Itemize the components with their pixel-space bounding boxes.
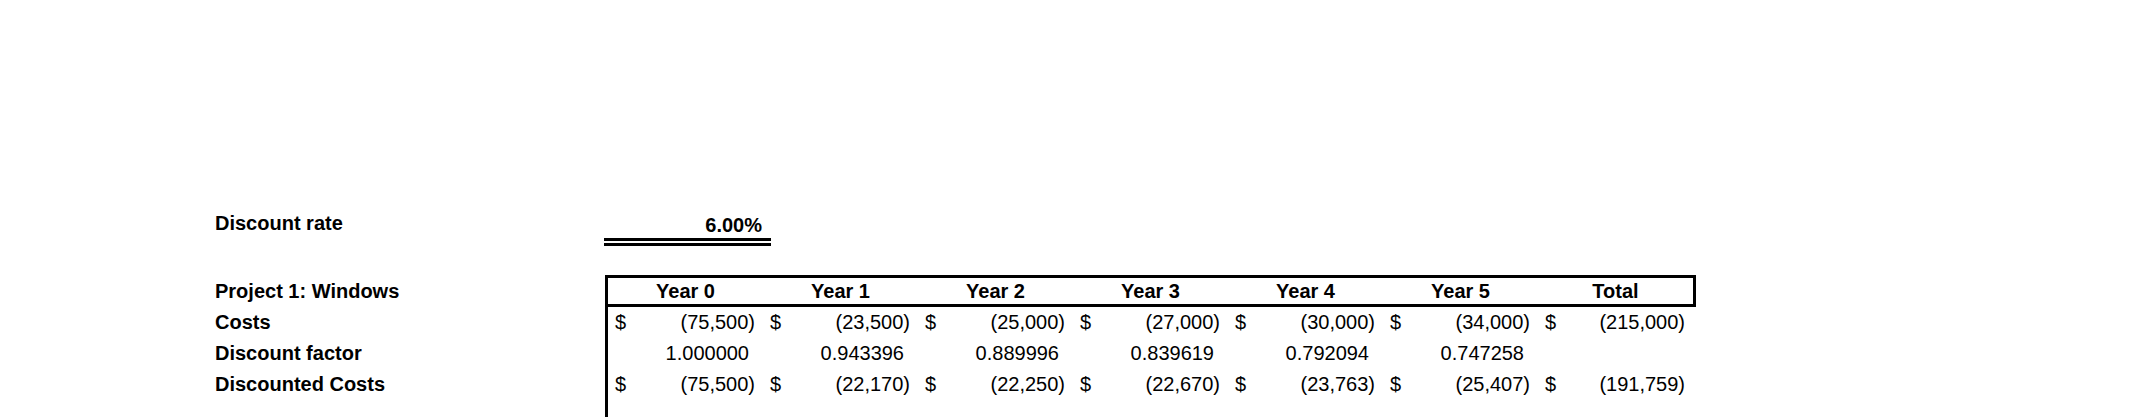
column-header-year4: Year 4 [1228,278,1383,304]
cell-costs-year5: $ (34,000) [1383,307,1538,338]
currency-symbol: $ [615,311,626,334]
cell-costs-total: $ (215,000) [1538,307,1693,338]
cell-value: 0.839619 [1131,342,1214,365]
cell-discounted-year5: $ (25,407) [1383,369,1538,400]
cell-factor-year0: 1.000000 [608,338,763,369]
column-header-year2: Year 2 [918,278,1073,304]
cell-costs-year4: $ (30,000) [1228,307,1383,338]
currency-symbol: $ [615,373,626,396]
cell-value: (25,000) [991,311,1066,334]
cell-factor-year2: 0.889996 [918,338,1073,369]
cell-discounted-year3: $ (22,670) [1073,369,1228,400]
currency-symbol: $ [925,311,936,334]
project-title: Project 1: Windows [215,275,399,307]
cell-discounted-year0: $ (75,500) [608,369,763,400]
cell-costs-year3: $ (27,000) [1073,307,1228,338]
currency-symbol: $ [1390,311,1401,334]
cell-value: (75,500) [681,373,756,396]
cell-value: (22,250) [991,373,1066,396]
cell-costs-year0: $ (75,500) [608,307,763,338]
worksheet: Discount rate 6.00% Project 1: Windows C… [0,0,2145,417]
cell-value: (23,763) [1301,373,1376,396]
table-row-costs: $ (75,500) $ (23,500) $ (25,000) $ (27,0… [608,307,1696,338]
discount-rate-value: 6.00% [604,213,771,246]
cell-value: 1.000000 [666,342,749,365]
currency-symbol: $ [1235,373,1246,396]
cell-discounted-year4: $ (23,763) [1228,369,1383,400]
currency-symbol: $ [1390,373,1401,396]
cell-value: 0.792094 [1286,342,1369,365]
currency-symbol: $ [925,373,936,396]
currency-symbol: $ [1545,373,1556,396]
cell-value: (25,407) [1456,373,1531,396]
cell-value: (191,759) [1599,373,1685,396]
cell-value: 0.889996 [976,342,1059,365]
table-row-discounted-costs: $ (75,500) $ (22,170) $ (22,250) $ (22,6… [608,369,1696,400]
currency-symbol: $ [1080,311,1091,334]
cell-value: (215,000) [1599,311,1685,334]
currency-symbol: $ [1080,373,1091,396]
cell-discounted-total: $ (191,759) [1538,369,1693,400]
table-body: $ (75,500) $ (23,500) $ (25,000) $ (27,0… [608,307,1696,400]
cell-costs-year1: $ (23,500) [763,307,918,338]
cell-discounted-year1: $ (22,170) [763,369,918,400]
cell-value: 0.943396 [821,342,904,365]
column-header-year3: Year 3 [1073,278,1228,304]
cell-discounted-year2: $ (22,250) [918,369,1073,400]
cell-costs-year2: $ (25,000) [918,307,1073,338]
discount-rate-label: Discount rate [215,210,343,237]
table-left-gridline [605,275,608,417]
cell-value: (75,500) [681,311,756,334]
cell-factor-year5: 0.747258 [1383,338,1538,369]
currency-symbol: $ [770,373,781,396]
project-cost-table: Year 0 Year 1 Year 2 Year 3 Year 4 Year … [605,275,1696,400]
cell-value: (27,000) [1146,311,1221,334]
cell-value: (22,670) [1146,373,1221,396]
table-header-row: Year 0 Year 1 Year 2 Year 3 Year 4 Year … [605,275,1696,307]
currency-symbol: $ [770,311,781,334]
column-header-year0: Year 0 [608,278,763,304]
cell-factor-year1: 0.943396 [763,338,918,369]
cell-value: (30,000) [1301,311,1376,334]
currency-symbol: $ [1235,311,1246,334]
column-header-year1: Year 1 [763,278,918,304]
cell-value: (34,000) [1456,311,1531,334]
cell-value: 0.747258 [1441,342,1524,365]
cell-factor-total [1538,338,1693,369]
cell-value: (23,500) [836,311,911,334]
cell-factor-year3: 0.839619 [1073,338,1228,369]
currency-symbol: $ [1545,311,1556,334]
column-header-total: Total [1538,278,1693,304]
table-row-discount-factor: 1.000000 0.943396 0.889996 0.839619 0.79… [608,338,1696,369]
row-label-discount-factor: Discount factor [215,338,362,369]
cell-value: (22,170) [836,373,911,396]
cell-factor-year4: 0.792094 [1228,338,1383,369]
row-label-costs: Costs [215,307,271,338]
row-label-discounted-costs: Discounted Costs [215,369,385,400]
column-header-year5: Year 5 [1383,278,1538,304]
